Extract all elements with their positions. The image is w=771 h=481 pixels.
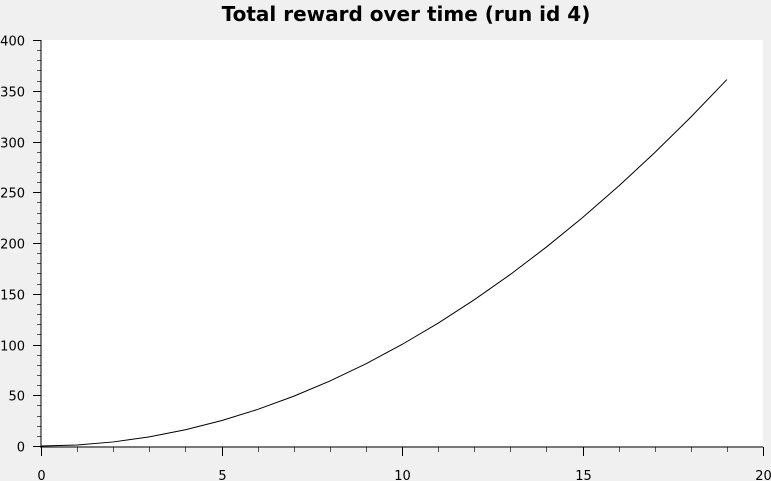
y-axis: 0 50 100 150 200 250 300 350 400 <box>0 35 42 456</box>
y-tick-label: 100 <box>0 340 25 355</box>
y-tick-label: 400 <box>0 35 25 50</box>
minor-ticks <box>37 50 728 452</box>
y-tick-label: 300 <box>0 137 25 152</box>
x-tick-label: 10 <box>394 469 411 481</box>
y-tick-label: 150 <box>0 289 25 304</box>
y-tick-label: 0 <box>17 441 25 456</box>
y-tick-label: 200 <box>0 238 25 253</box>
y-tick-label: 50 <box>8 390 25 405</box>
x-tick-label: 0 <box>37 469 45 481</box>
x-tick-label: 5 <box>218 469 226 481</box>
x-axis: 0 5 10 15 20 <box>37 446 771 481</box>
x-tick-label: 15 <box>575 469 592 481</box>
x-tick-label: 20 <box>755 469 771 481</box>
y-tick-label: 250 <box>0 187 25 202</box>
y-tick-label: 350 <box>0 86 25 101</box>
series-line <box>40 79 728 447</box>
chart-title: Total reward over time (run id 4) <box>221 2 591 26</box>
plot-area <box>41 40 763 446</box>
